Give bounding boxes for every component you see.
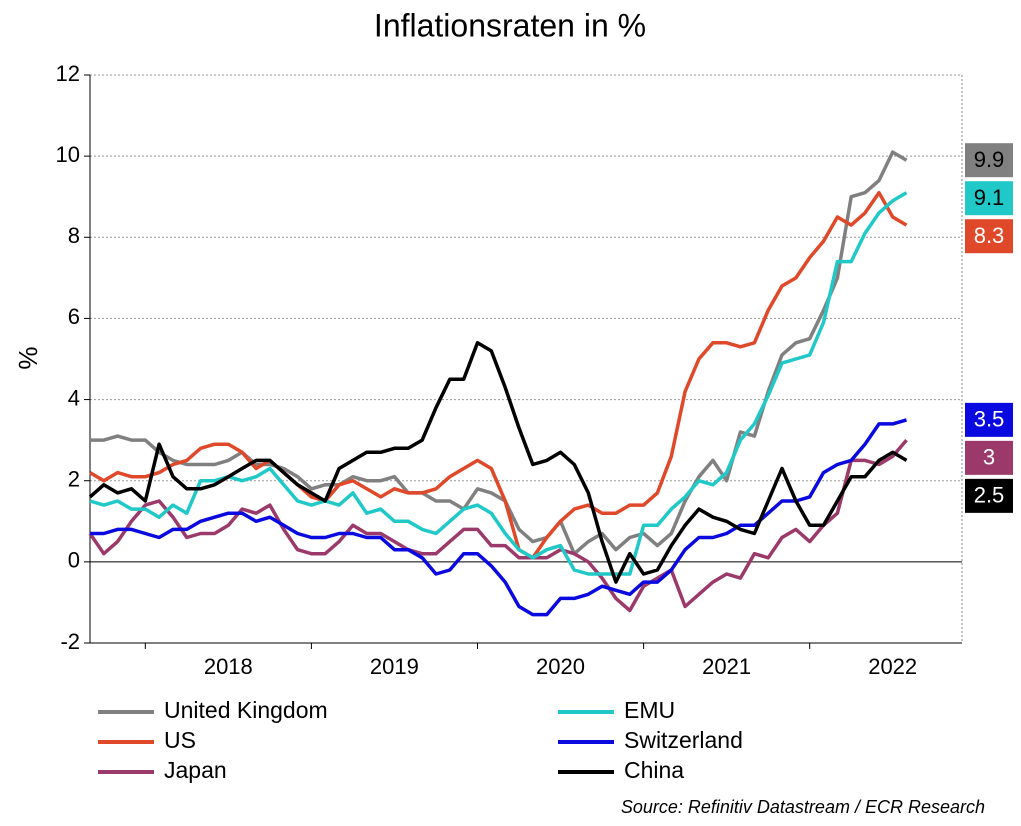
legend-label: China	[624, 757, 684, 783]
end-value-label: 3	[983, 445, 995, 470]
series-line	[89, 190, 908, 560]
legend-label: US	[164, 727, 196, 753]
series-line	[90, 150, 908, 556]
y-tick-label: 6	[68, 304, 80, 329]
x-tick-label: 2019	[370, 654, 419, 679]
y-tick-label: 2	[68, 467, 80, 492]
end-value-label: 2.5	[974, 483, 1005, 508]
series-line	[88, 438, 908, 613]
series-line	[88, 341, 908, 584]
end-value-box	[965, 478, 1013, 513]
y-tick-label: 10	[56, 142, 80, 167]
y-tick-label: 4	[68, 385, 80, 410]
x-tick-label: 2022	[868, 654, 917, 679]
y-tick-label: 0	[68, 548, 80, 573]
legend-label: Switzerland	[624, 727, 743, 753]
y-tick-label: -2	[60, 629, 80, 654]
end-value-label: 9.9	[974, 147, 1005, 172]
end-value-label: 3.5	[974, 407, 1005, 432]
legend-label: United Kingdom	[164, 697, 328, 723]
end-value-box	[965, 440, 1013, 475]
end-value-label: 9.1	[974, 185, 1005, 210]
chart-title: Inflationsraten in %	[374, 7, 646, 43]
end-value-box	[965, 181, 1013, 216]
end-value-box	[965, 219, 1013, 254]
x-tick-label: 2021	[702, 654, 751, 679]
y-axis-label: %	[13, 346, 43, 369]
legend-label: EMU	[624, 697, 675, 723]
y-tick-label: 12	[56, 61, 80, 86]
y-tick-label: 8	[68, 223, 80, 248]
x-tick-label: 2018	[204, 654, 253, 679]
source-note: Source: Refinitiv Datastream / ECR Resea…	[621, 797, 985, 817]
x-tick-label: 2020	[536, 654, 585, 679]
end-value-label: 8.3	[974, 223, 1005, 248]
end-value-box	[965, 402, 1013, 437]
legend-label: Japan	[164, 757, 227, 783]
series-line	[90, 418, 907, 617]
end-value-box	[965, 143, 1013, 178]
